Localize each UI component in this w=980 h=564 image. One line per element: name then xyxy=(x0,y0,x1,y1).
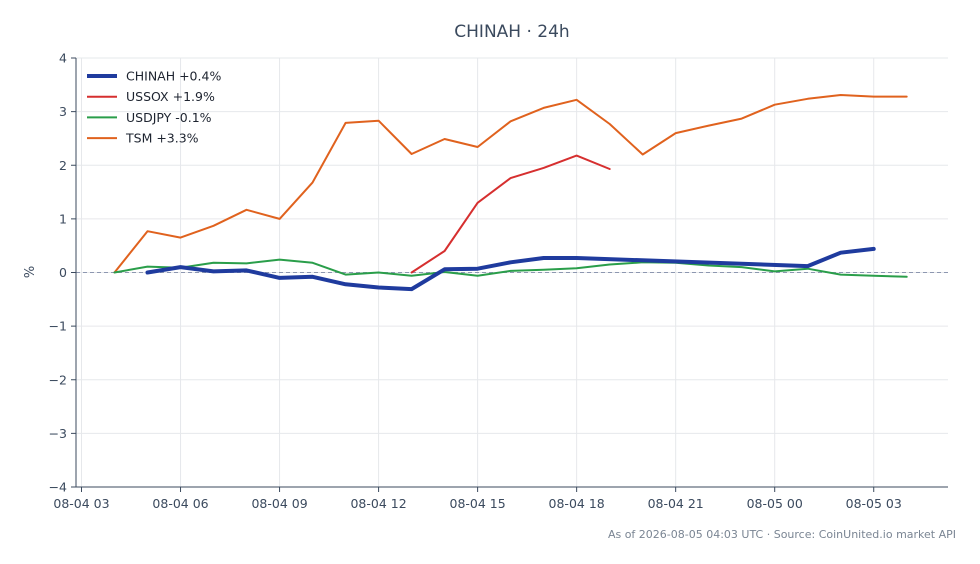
series-layer xyxy=(113,94,908,292)
y-tick-label: −2 xyxy=(49,372,67,387)
y-tick-label: 0 xyxy=(59,265,67,280)
chart-title: CHINAH · 24h xyxy=(454,22,569,42)
series-line-usdjpy xyxy=(113,258,908,278)
x-tick-label: 08-05 03 xyxy=(846,496,902,511)
y-tick-label: 3 xyxy=(59,104,67,119)
legend-label: USDJPY -0.1% xyxy=(126,110,212,125)
y-tick-label: 2 xyxy=(59,158,67,173)
x-tick-label: 08-05 00 xyxy=(747,496,803,511)
y-tick-label: 1 xyxy=(59,211,67,226)
legend-label: CHINAH +0.4% xyxy=(126,69,221,84)
series-line-tsm xyxy=(113,94,908,274)
legend: CHINAH +0.4% USSOX +1.9% USDJPY -0.1% TSM +… xyxy=(87,69,221,146)
y-tick-label: −3 xyxy=(49,426,67,441)
y-tick-label: 4 xyxy=(59,51,67,66)
series-line-ussox xyxy=(410,154,611,274)
y-tick-label: −4 xyxy=(49,480,67,495)
footer-source-note: As of 2026-08-05 04:03 UTC · Source: Coi… xyxy=(608,528,956,541)
x-tick-label: 08-04 12 xyxy=(350,496,406,511)
x-tick-label: 08-04 09 xyxy=(251,496,307,511)
x-tick-label: 08-04 06 xyxy=(152,496,208,511)
legend-label: USSOX +1.9% xyxy=(126,89,215,104)
legend-label: TSM +3.3% xyxy=(125,131,199,146)
x-tick-label: 08-04 15 xyxy=(450,496,506,511)
axes-layer: 4 3 2 1 0 −1 −2 −3 −408-04 03 08-04 06 08-04 09 08-… xyxy=(49,51,948,511)
x-tick-label: 08-04 21 xyxy=(648,496,704,511)
y-axis-label: % xyxy=(23,266,38,278)
y-tick-label: −1 xyxy=(49,319,67,334)
x-tick-label: 08-04 18 xyxy=(549,496,605,511)
series-line-chinah xyxy=(145,246,876,292)
x-tick-label: 08-04 03 xyxy=(53,496,109,511)
